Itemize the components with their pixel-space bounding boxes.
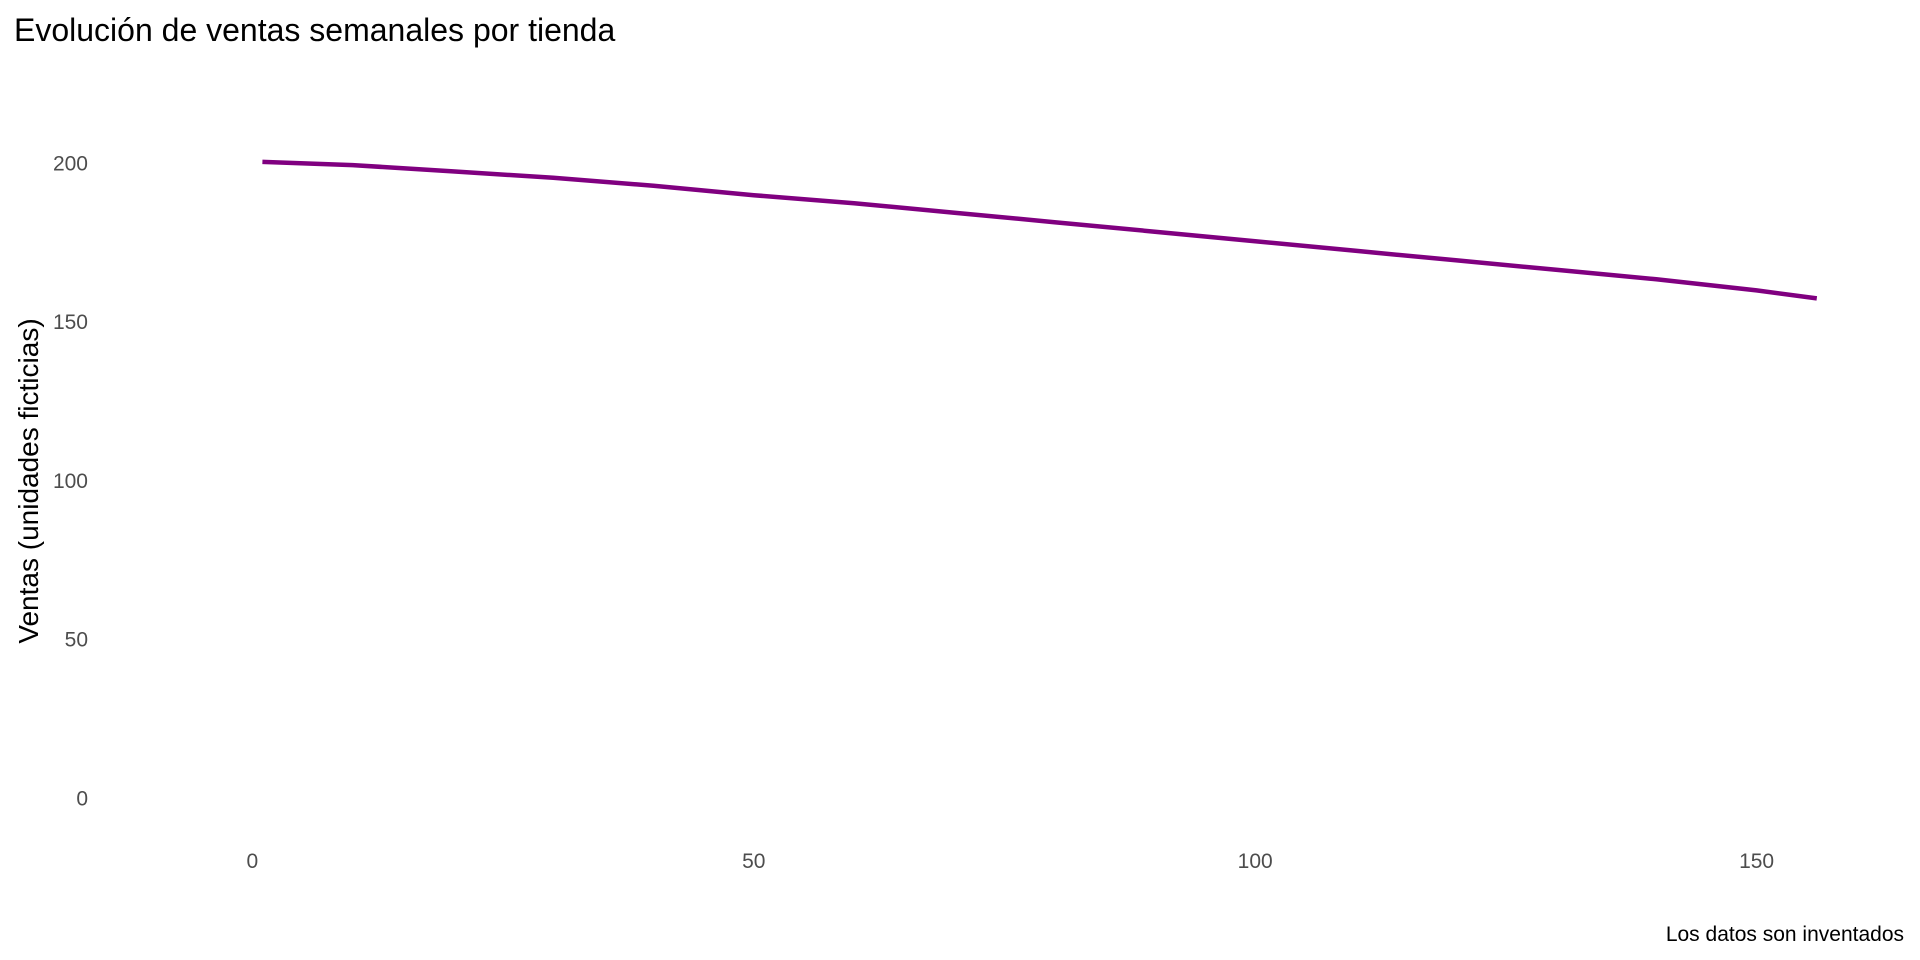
x-tick-label: 50 xyxy=(742,850,765,873)
y-tick-label: 200 xyxy=(53,153,88,176)
x-tick-label: 100 xyxy=(1238,850,1273,873)
y-tick-label: 100 xyxy=(53,470,88,493)
y-axis-tick-labels: 0 50 100 150 200 xyxy=(53,153,88,811)
x-axis-tick-labels: 0 50 100 150 xyxy=(247,850,1775,873)
y-tick-label: 0 xyxy=(76,787,88,810)
y-axis-title: Ventas (unidades ficticias) xyxy=(13,318,44,643)
chart-caption: Los datos son inventados xyxy=(1666,923,1904,946)
y-tick-label: 50 xyxy=(65,629,88,652)
y-tick-label: 150 xyxy=(53,311,88,334)
chart-title: Evolución de ventas semanales por tienda xyxy=(14,12,615,48)
x-tick-label: 150 xyxy=(1739,850,1774,873)
x-tick-label: 0 xyxy=(247,850,259,873)
series-line xyxy=(262,159,1818,301)
plot-series xyxy=(262,159,1818,301)
